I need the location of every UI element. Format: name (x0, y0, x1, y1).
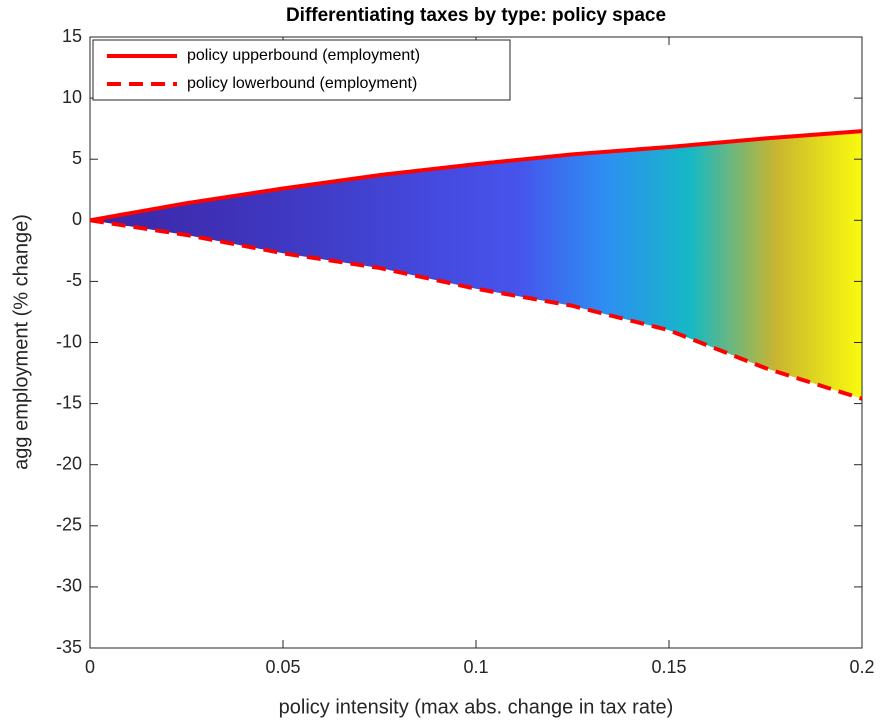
y-tick-label: -10 (56, 331, 82, 351)
series-line (89, 129, 863, 223)
y-tick-label: -15 (56, 392, 82, 412)
x-tick-label: 0 (85, 657, 95, 677)
policy-space-fill (90, 131, 862, 399)
x-tick-label: 0.15 (651, 657, 686, 677)
legend-box (92, 39, 511, 101)
x-tick-label: 0.1 (463, 657, 488, 677)
y-tick-label: 5 (72, 148, 82, 168)
legend-label: policy upperbound (employment) (187, 47, 420, 64)
x-tick-label: 0.05 (265, 657, 300, 677)
legend-label: policy lowerbound (employment) (187, 75, 417, 92)
y-tick-label: -5 (66, 270, 82, 290)
y-axis-label: agg employment (% change) (10, 214, 32, 470)
y-tick-label: 10 (62, 87, 82, 107)
y-tick-label: -30 (56, 576, 82, 596)
chart-title: Differentiating taxes by type: policy sp… (286, 5, 666, 26)
x-axis-label: policy intensity (max abs. change in tax… (279, 696, 674, 718)
y-tick-label: -25 (56, 515, 82, 535)
y-tick-label: -35 (56, 637, 82, 657)
y-tick-label: 0 (72, 209, 82, 229)
y-tick-label: -20 (56, 453, 82, 473)
x-tick-label: 0.2 (849, 657, 874, 677)
y-tick-label: 15 (62, 26, 82, 46)
